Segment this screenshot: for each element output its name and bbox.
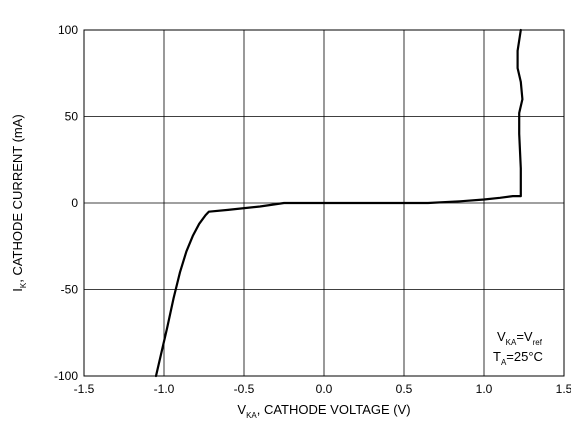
x-axis-label-rest: , CATHODE VOLTAGE (V) xyxy=(257,402,411,417)
x-tick-label: -1.0 xyxy=(154,382,175,396)
plot-frame xyxy=(83,29,565,377)
x-tick-label: 1.0 xyxy=(476,382,493,396)
annotation-background xyxy=(486,322,560,372)
y-tick-label: -100 xyxy=(54,369,78,383)
annotation-line-2: TA=25°C xyxy=(493,349,543,367)
y-axis-label-rest: , CATHODE CURRENT (mA) xyxy=(10,114,25,283)
y-axis-label-sub: K xyxy=(19,282,28,288)
y-tick-label: -50 xyxy=(61,283,79,297)
x-tick-label: -0.5 xyxy=(234,382,255,396)
y-tick-labels: 100 50 0 -50 -100 xyxy=(54,23,78,383)
x-tick-label: 0.5 xyxy=(396,382,413,396)
y-axis-label-main: I xyxy=(10,288,25,292)
series-line xyxy=(154,28,524,378)
x-tick-label: 0.0 xyxy=(316,382,333,396)
annotation-line-1: VKA=Vref xyxy=(497,329,543,347)
y-tick-label: 100 xyxy=(58,23,78,37)
x-tick-label: -1.5 xyxy=(74,382,95,396)
x-axis-label-main: V xyxy=(237,402,246,417)
x-tick-label: 1.5 xyxy=(556,382,571,396)
x-axis-label-sub: KA xyxy=(246,411,257,420)
y-tick-label: 50 xyxy=(65,110,79,124)
y-axis-label: IK, CATHODE CURRENT (mA) xyxy=(10,114,28,292)
x-axis-label: VKA, CATHODE VOLTAGE (V) xyxy=(237,402,410,420)
y-tick-label: 0 xyxy=(71,196,78,210)
x-tick-labels: -1.5 -1.0 -0.5 0.0 0.5 1.0 1.5 xyxy=(74,382,571,396)
